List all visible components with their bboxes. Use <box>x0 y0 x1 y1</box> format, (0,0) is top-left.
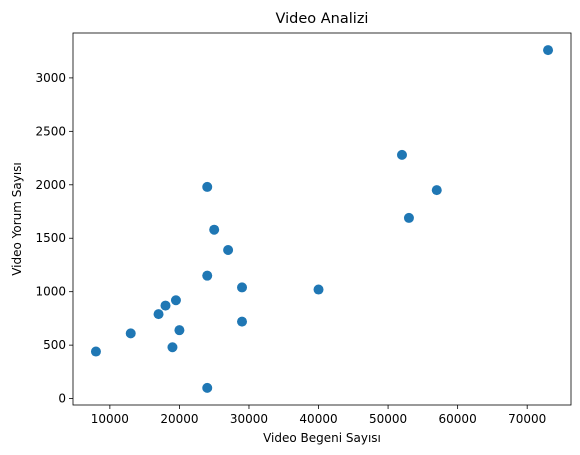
y-tick-label: 500 <box>43 338 66 352</box>
x-tick-label: 10000 <box>91 412 129 426</box>
data-point <box>237 316 248 327</box>
data-point <box>160 300 171 311</box>
data-point <box>543 45 554 56</box>
data-point <box>209 224 220 235</box>
data-point <box>153 309 164 320</box>
data-point <box>174 325 185 336</box>
data-point <box>90 346 101 357</box>
y-tick-label: 3000 <box>35 71 66 85</box>
y-tick-label: 2500 <box>35 124 66 138</box>
x-tick-label: 20000 <box>160 412 198 426</box>
data-point <box>202 181 213 192</box>
data-point <box>202 270 213 281</box>
data-point <box>431 185 442 196</box>
plot-frame <box>72 32 572 406</box>
x-tick-label: 40000 <box>299 412 337 426</box>
data-point <box>202 382 213 393</box>
y-axis-label: Video Yorum Sayısı <box>10 162 24 276</box>
data-point <box>396 149 407 160</box>
data-point <box>170 295 181 306</box>
y-tick-label: 1500 <box>35 231 66 245</box>
data-point <box>223 245 234 255</box>
data-point <box>237 282 248 293</box>
x-axis-label: Video Begeni Sayısı <box>263 431 381 445</box>
data-point <box>125 328 136 339</box>
x-tick-label: 70000 <box>508 412 546 426</box>
y-axis-ticks: 0 500 1000 1500 2000 2500 3000 <box>35 71 73 406</box>
y-tick-label: 1000 <box>35 285 66 299</box>
data-point <box>403 212 414 223</box>
x-axis-ticks: 10000 20000 30000 40000 50000 60000 70000 <box>91 405 546 426</box>
x-tick-label: 60000 <box>439 412 477 426</box>
data-point <box>313 284 324 295</box>
data-point <box>167 342 178 353</box>
x-tick-label: 30000 <box>230 412 268 426</box>
x-tick-label: 50000 <box>369 412 407 426</box>
y-tick-label: 0 <box>58 392 66 406</box>
data-points <box>90 45 554 393</box>
y-tick-label: 2000 <box>35 178 66 192</box>
chart-title: Video Analizi <box>276 11 369 27</box>
